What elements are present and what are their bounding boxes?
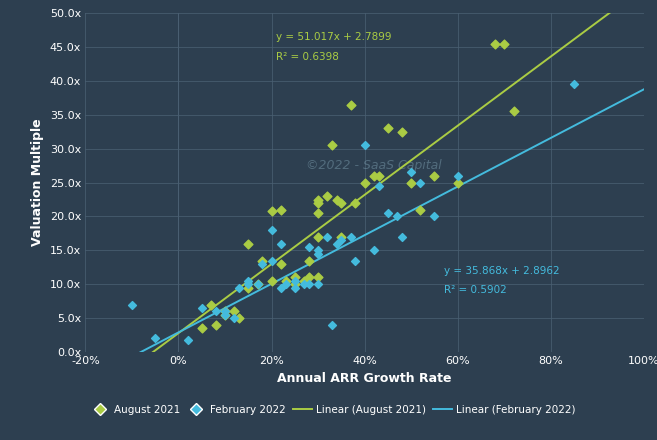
August 2021	[219, 308, 231, 315]
February 2022	[392, 213, 403, 220]
February 2022	[257, 260, 267, 268]
August 2021	[346, 101, 356, 108]
August 2021	[299, 277, 309, 284]
February 2022	[336, 237, 347, 244]
August 2021	[313, 274, 323, 281]
August 2021	[499, 40, 510, 47]
August 2021	[304, 274, 314, 281]
February 2022	[183, 336, 193, 343]
February 2022	[281, 281, 291, 288]
February 2022	[210, 308, 221, 315]
August 2021	[336, 233, 347, 240]
February 2022	[453, 172, 463, 180]
August 2021	[290, 274, 300, 281]
February 2022	[304, 243, 314, 250]
February 2022	[243, 281, 254, 288]
August 2021	[369, 172, 379, 180]
X-axis label: Annual ARR Growth Rate: Annual ARR Growth Rate	[277, 372, 452, 385]
August 2021	[406, 179, 417, 186]
August 2021	[509, 108, 519, 115]
August 2021	[332, 196, 342, 203]
February 2022	[219, 308, 231, 315]
February 2022	[299, 281, 309, 288]
February 2022	[322, 233, 332, 240]
August 2021	[429, 172, 440, 180]
Text: R² = 0.6398: R² = 0.6398	[276, 52, 339, 62]
August 2021	[313, 209, 323, 216]
August 2021	[252, 281, 263, 288]
February 2022	[252, 281, 263, 288]
August 2021	[382, 125, 393, 132]
August 2021	[415, 206, 426, 213]
February 2022	[350, 257, 361, 264]
February 2022	[266, 227, 277, 234]
February 2022	[359, 142, 370, 149]
August 2021	[276, 206, 286, 213]
February 2022	[332, 240, 342, 247]
Y-axis label: Valuation Multiple: Valuation Multiple	[32, 119, 44, 246]
August 2021	[229, 308, 240, 315]
August 2021	[304, 257, 314, 264]
February 2022	[290, 284, 300, 291]
Text: y = 51.017x + 2.7899: y = 51.017x + 2.7899	[276, 32, 392, 42]
February 2022	[276, 284, 286, 291]
February 2022	[243, 277, 254, 284]
February 2022	[406, 169, 417, 176]
August 2021	[206, 301, 216, 308]
February 2022	[346, 233, 356, 240]
August 2021	[489, 40, 500, 47]
August 2021	[359, 179, 370, 186]
February 2022	[429, 213, 440, 220]
August 2021	[210, 321, 221, 328]
August 2021	[397, 128, 407, 136]
Legend: August 2021, February 2022, Linear (August 2021), Linear (February 2022): August 2021, February 2022, Linear (Augu…	[91, 405, 576, 414]
February 2022	[290, 277, 300, 284]
August 2021	[219, 311, 231, 318]
February 2022	[219, 311, 231, 318]
August 2021	[290, 281, 300, 288]
August 2021	[313, 199, 323, 206]
Text: y = 35.868x + 2.8962: y = 35.868x + 2.8962	[443, 266, 559, 276]
February 2022	[229, 315, 240, 322]
August 2021	[196, 325, 207, 332]
August 2021	[243, 240, 254, 247]
February 2022	[397, 233, 407, 240]
February 2022	[150, 335, 160, 342]
February 2022	[382, 209, 393, 216]
August 2021	[453, 179, 463, 186]
August 2021	[350, 199, 361, 206]
August 2021	[257, 257, 267, 264]
February 2022	[234, 284, 244, 291]
Text: R² = 0.5902: R² = 0.5902	[443, 285, 507, 295]
February 2022	[313, 250, 323, 257]
August 2021	[313, 196, 323, 203]
August 2021	[281, 277, 291, 284]
February 2022	[327, 321, 337, 328]
August 2021	[336, 199, 347, 206]
August 2021	[327, 142, 337, 149]
February 2022	[313, 281, 323, 288]
February 2022	[569, 81, 579, 88]
August 2021	[373, 172, 384, 180]
August 2021	[234, 315, 244, 322]
February 2022	[196, 304, 207, 312]
August 2021	[313, 233, 323, 240]
February 2022	[276, 240, 286, 247]
February 2022	[127, 301, 137, 308]
August 2021	[243, 284, 254, 291]
February 2022	[373, 183, 384, 190]
February 2022	[304, 281, 314, 288]
August 2021	[266, 277, 277, 284]
August 2021	[322, 193, 332, 200]
Text: ©2022 - SaaS Capital: ©2022 - SaaS Capital	[306, 159, 442, 172]
February 2022	[415, 179, 426, 186]
February 2022	[313, 247, 323, 254]
February 2022	[369, 247, 379, 254]
August 2021	[276, 260, 286, 268]
February 2022	[266, 257, 277, 264]
August 2021	[266, 208, 277, 215]
